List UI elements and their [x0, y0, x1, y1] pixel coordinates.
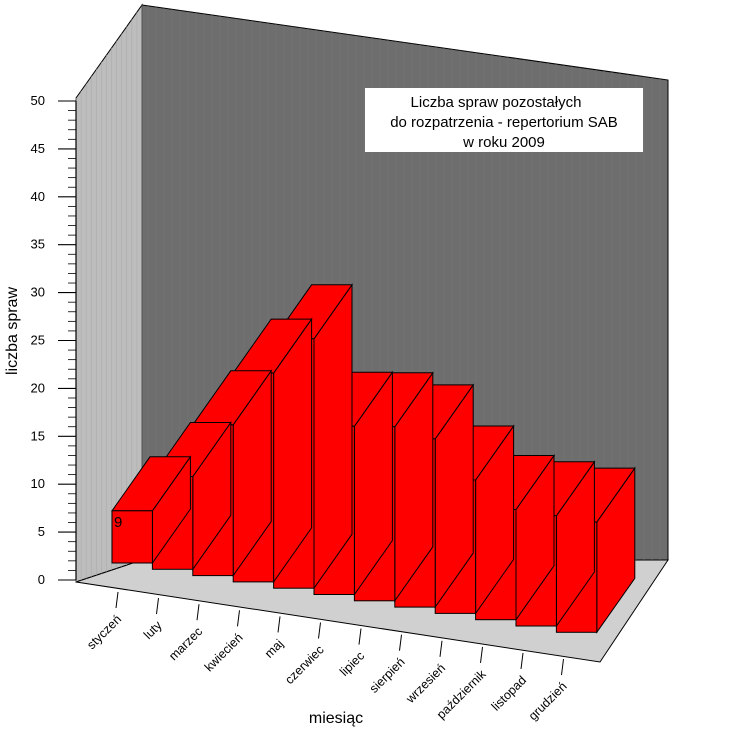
bar-front	[111, 510, 153, 564]
y-tick-label: 35	[31, 237, 45, 252]
chart-title-line-3: w roku 2009	[462, 134, 545, 151]
chart-title-line-1: Liczba spraw pozostałych	[411, 94, 582, 111]
x-tick	[196, 604, 200, 621]
x-tick-label: kwiecień	[202, 630, 246, 674]
x-tick-label: listopad	[489, 673, 529, 713]
y-tick-label: 30	[31, 285, 45, 300]
x-tick	[561, 659, 564, 676]
x-tick	[399, 634, 402, 651]
x-tick-label: grudzień	[526, 679, 570, 723]
y-tick-label: 20	[31, 380, 45, 395]
x-tick-label: wrzesień	[403, 661, 449, 707]
x-tick	[156, 598, 159, 615]
x-tick	[358, 628, 362, 645]
x-tick	[520, 652, 524, 670]
x-tick	[237, 610, 240, 627]
y-tick-label: 0	[38, 572, 45, 587]
x-tick-label: czerwiec	[282, 643, 326, 687]
chart-title-box: Liczba spraw pozostałych do rozpatrzenia…	[365, 88, 643, 152]
x-tick-label: styczeń	[84, 612, 124, 652]
x-tick-label: luty	[141, 618, 165, 642]
y-tick-label: 45	[31, 141, 45, 156]
x-axis-title: miesiąc	[309, 710, 363, 727]
x-tick-label: lipiec	[337, 649, 367, 679]
bars: 19191923293029433626169	[111, 283, 636, 634]
x-tick	[480, 646, 483, 663]
x-tick	[318, 622, 321, 639]
y-tick-label: 25	[31, 333, 45, 348]
y-tick-label: 50	[31, 93, 45, 108]
x-tick-label: sierpień	[367, 655, 408, 696]
y-tick-label: 40	[31, 189, 45, 204]
x-tick-label: marzec	[166, 624, 205, 663]
x-tick-label: maj	[262, 637, 286, 661]
y-tick-label: 5	[38, 524, 45, 539]
chart-title-line-2: do rozpatrzenia - repertorium SAB	[390, 114, 618, 131]
y-axis: 0 5 10 15 20 25 30 35 40 45 50	[31, 93, 77, 587]
bar-1: 9	[111, 455, 192, 565]
y-axis-title: liczba spraw	[4, 287, 21, 375]
y-tick-label: 10	[31, 476, 45, 491]
x-tick	[439, 640, 443, 657]
x-tick	[277, 616, 281, 633]
y-tick-label: 15	[31, 428, 45, 443]
x-tick	[115, 591, 119, 609]
bar-value-label: 9	[114, 514, 122, 531]
